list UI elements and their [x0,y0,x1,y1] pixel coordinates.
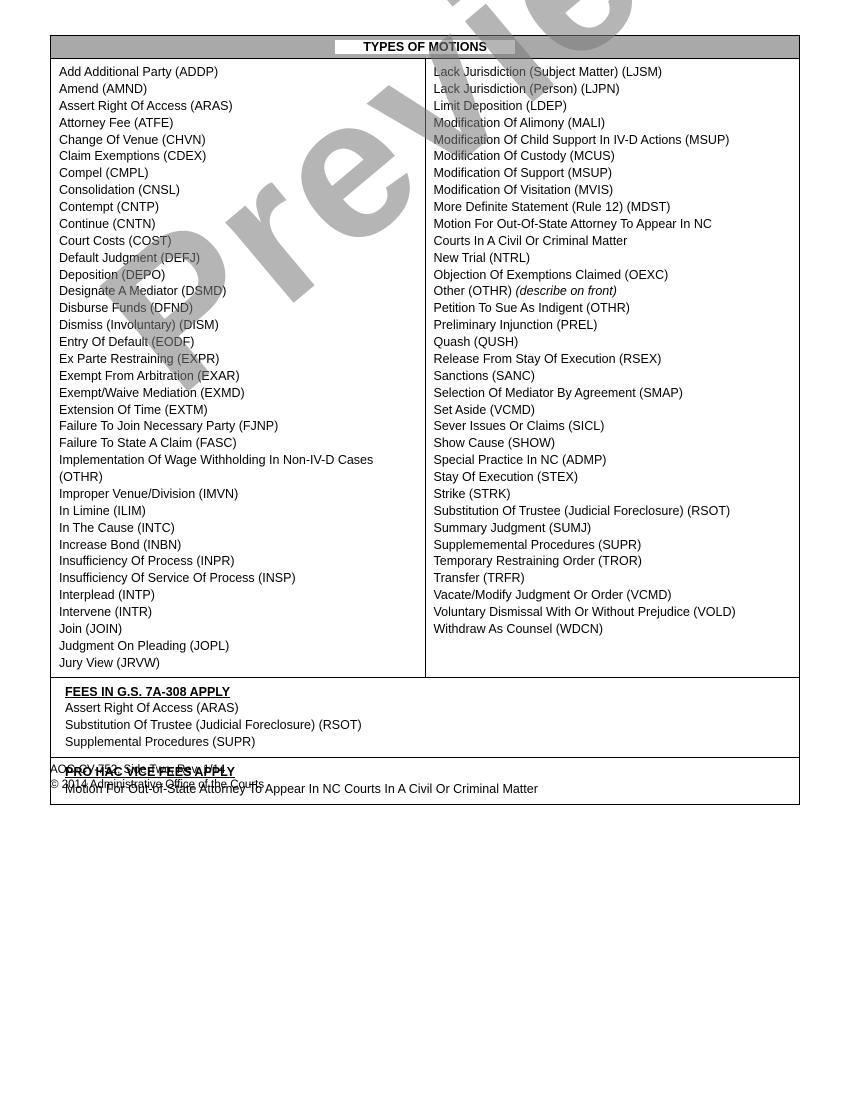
motions-left-column: Add Additional Party (ADDP)Amend (AMND)A… [51,59,426,678]
motion-item: Exempt/Waive Mediation (EXMD) [59,385,419,402]
motion-item: Modification Of Child Support In IV-D Ac… [434,132,794,149]
motion-item: Lack Jurisdiction (Subject Matter) (LJSM… [434,64,794,81]
fees-item-list: Assert Right Of Access (ARAS)Substitutio… [65,700,793,751]
motion-item: Add Additional Party (ADDP) [59,64,419,81]
motion-item: Supplememental Procedures (SUPR) [434,537,794,554]
motion-item: Withdraw As Counsel (WDCN) [434,621,794,638]
motion-item: Insufficiency Of Service Of Process (INS… [59,570,419,587]
motion-item: Entry Of Default (EODF) [59,334,419,351]
motion-item: Insufficiency Of Process (INPR) [59,553,419,570]
motion-item: Change Of Venue (CHVN) [59,132,419,149]
motion-item: Improper Venue/Division (IMVN) [59,486,419,503]
fees-item: Supplemental Procedures (SUPR) [65,734,793,751]
motion-item: Failure To State A Claim (FASC) [59,435,419,452]
motion-item: New Trial (NTRL) [434,250,794,267]
motion-item: Petition To Sue As Indigent (OTHR) [434,300,794,317]
motion-item: In Limine (ILIM) [59,503,419,520]
motion-item: Substitution Of Trustee (Judicial Forecl… [434,503,794,520]
motion-item: Lack Jurisdiction (Person) (LJPN) [434,81,794,98]
motion-item: Increase Bond (INBN) [59,537,419,554]
motion-item: Preliminary Injunction (PREL) [434,317,794,334]
form-footer: AOC-CV-752, Side Two, Rev. 1/14 © 2014 A… [50,763,264,793]
table-header-row: TYPES OF MOTIONS [51,36,800,59]
motion-item: Modification Of Alimony (MALI) [434,115,794,132]
motion-item: More Definite Statement (Rule 12) (MDST) [434,199,794,216]
types-of-motions-table: TYPES OF MOTIONS Add Additional Party (A… [50,35,800,805]
motion-item: Attorney Fee (ATFE) [59,115,419,132]
motion-item: Deposition (DEPO) [59,267,419,284]
motion-item: Judgment On Pleading (JOPL) [59,638,419,655]
fees-item: Substitution Of Trustee (Judicial Forecl… [65,717,793,734]
motion-item: Jury View (JRVW) [59,655,419,672]
motion-item: Exempt From Arbitration (EXAR) [59,368,419,385]
motion-item: Set Aside (VCMD) [434,402,794,419]
motion-item: Selection Of Mediator By Agreement (SMAP… [434,385,794,402]
motion-item: Intervene (INTR) [59,604,419,621]
motion-item: Court Costs (COST) [59,233,419,250]
motion-item: Transfer (TRFR) [434,570,794,587]
motion-item: Stay Of Execution (STEX) [434,469,794,486]
motion-item: Assert Right Of Access (ARAS) [59,98,419,115]
motion-item: Extension Of Time (EXTM) [59,402,419,419]
motion-item: Default Judgment (DEFJ) [59,250,419,267]
motion-item: In The Cause (INTC) [59,520,419,537]
motion-item: Limit Deposition (LDEP) [434,98,794,115]
fees-section-title: FEES IN G.S. 7A-308 APPLY [65,684,793,701]
motion-item: Contempt (CNTP) [59,199,419,216]
motion-item-note: (describe on front) [515,284,616,298]
motion-item: Ex Parte Restraining (EXPR) [59,351,419,368]
document-page: Preview TYPES OF MOTIONS Add Additional … [0,0,850,825]
motion-item: Courts In A Civil Or Criminal Matter [434,233,794,250]
footer-form-id: AOC-CV-752, Side Two, Rev. 1/14 [50,763,264,778]
motion-item: Interplead (INTP) [59,587,419,604]
motion-item: Modification Of Custody (MCUS) [434,148,794,165]
table-header-title: TYPES OF MOTIONS [335,40,515,54]
motion-item: Release From Stay Of Execution (RSEX) [434,351,794,368]
motion-item: Designate A Mediator (DSMD) [59,283,419,300]
motion-item: Other (OTHR) (describe on front) [434,283,794,300]
motion-item: Quash (QUSH) [434,334,794,351]
motion-item: Disburse Funds (DFND) [59,300,419,317]
motion-item: Vacate/Modify Judgment Or Order (VCMD) [434,587,794,604]
fees-section-cell: FEES IN G.S. 7A-308 APPLY Assert Right O… [51,677,800,758]
motion-item: Motion For Out-Of-State Attorney To Appe… [434,216,794,233]
motion-item: Sanctions (SANC) [434,368,794,385]
motion-item: Implementation Of Wage Withholding In No… [59,452,419,486]
motion-item: Temporary Restraining Order (TROR) [434,553,794,570]
motion-item: Claim Exemptions (CDEX) [59,148,419,165]
motion-item: Voluntary Dismissal With Or Without Prej… [434,604,794,621]
motion-item: Failure To Join Necessary Party (FJNP) [59,418,419,435]
motion-item: Compel (CMPL) [59,165,419,182]
motion-item: Objection Of Exemptions Claimed (OEXC) [434,267,794,284]
motion-item: Consolidation (CNSL) [59,182,419,199]
motion-item: Continue (CNTN) [59,216,419,233]
motion-item: Show Cause (SHOW) [434,435,794,452]
motion-item: Amend (AMND) [59,81,419,98]
motion-item: Join (JOIN) [59,621,419,638]
motion-item: Strike (STRK) [434,486,794,503]
footer-copyright: © 2014 Administrative Office of the Cour… [50,778,264,793]
motion-item: Sever Issues Or Claims (SICL) [434,418,794,435]
motion-item: Modification Of Visitation (MVIS) [434,182,794,199]
motion-item: Dismiss (Involuntary) (DISM) [59,317,419,334]
motion-item: Summary Judgment (SUMJ) [434,520,794,537]
motions-right-column: Lack Jurisdiction (Subject Matter) (LJSM… [425,59,800,678]
motion-item: Special Practice In NC (ADMP) [434,452,794,469]
fees-item: Assert Right Of Access (ARAS) [65,700,793,717]
motion-item: Modification Of Support (MSUP) [434,165,794,182]
